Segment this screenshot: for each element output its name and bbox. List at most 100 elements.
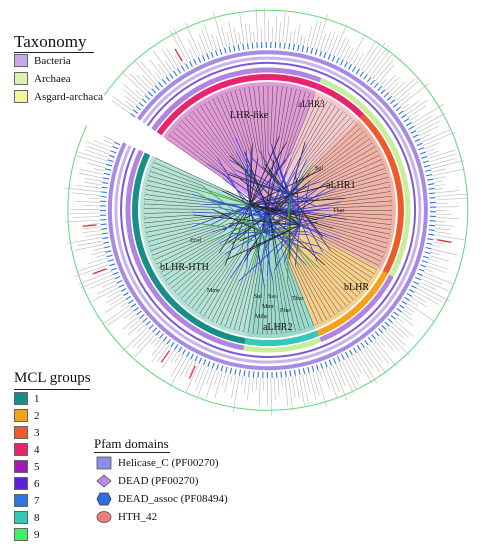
grey-bar-mark (435, 193, 469, 197)
domain-tick-mark (423, 255, 430, 259)
domain-tick-mark (404, 296, 410, 301)
domain-tick-mark (210, 51, 214, 58)
tree-leaf-branch (216, 96, 236, 138)
grey-bar-mark (156, 345, 170, 362)
grey-bar-mark (315, 370, 327, 407)
tree-leaf-branch (181, 120, 218, 158)
tree-leaf-branch (177, 243, 233, 296)
grey-bar-mark (184, 360, 194, 377)
grey-bar-mark (406, 99, 428, 115)
domain-tick-mark (165, 76, 171, 82)
grey-bar-mark (434, 184, 445, 187)
tree-internal-branch (269, 209, 320, 216)
grey-bar-mark (316, 14, 329, 50)
grey-bar-mark (399, 83, 430, 107)
grey-bar-mark (109, 296, 125, 306)
grey-bar-mark (426, 150, 439, 156)
domain-tick-mark (366, 76, 372, 83)
grey-bar-mark (136, 74, 152, 90)
domain-tick-mark (102, 182, 109, 185)
domain-tick-mark (225, 366, 228, 373)
domain-tick-mark (181, 65, 186, 72)
grey-bar-mark (422, 275, 443, 285)
tree-leaf-branch (330, 250, 372, 279)
domain-tick-mark (139, 314, 145, 319)
domain-tick-mark (370, 79, 376, 86)
tree-internal-branch (228, 214, 271, 243)
domain-tick-mark (114, 141, 121, 146)
taxonomy-label: Bacteria (34, 54, 71, 67)
domain-tick-mark (426, 173, 433, 177)
grey-bar-mark (196, 367, 210, 401)
grey-bar-mark (165, 61, 173, 72)
tree-leaf-branch (230, 91, 252, 158)
tree-internal-branch (201, 184, 263, 233)
grey-bar-mark (282, 11, 286, 43)
tree-internal-branch (244, 151, 271, 216)
grey-bar-mark (85, 149, 109, 158)
domain-tick-mark (100, 195, 107, 198)
grey-bar-mark (124, 95, 137, 106)
domain-tick-mark (190, 353, 194, 360)
grey-bar-mark (170, 30, 188, 63)
grey-bar-mark (221, 26, 228, 48)
grey-bar-mark (397, 92, 411, 104)
taxon-label: Thar (333, 208, 344, 214)
mcl-label: 9 (34, 528, 40, 541)
tree-leaf-branch (269, 253, 273, 334)
domain-tick-mark (109, 154, 115, 158)
pfam-label: Helicase_C (PF00270) (118, 457, 219, 469)
domain-tick-mark (162, 336, 168, 342)
violet-domain-ring (120, 61, 417, 358)
tree-leaf-branch (287, 98, 324, 172)
grey-bar-mark (174, 54, 182, 67)
taxon-label: Tbar (292, 296, 303, 302)
tree-internal-branch (231, 194, 291, 245)
tree-leaf-branch (151, 166, 202, 186)
domain-tick-mark (298, 368, 301, 376)
tree-leaf-branch (147, 180, 198, 194)
domain-tick-mark (380, 89, 386, 95)
grey-bar-mark (425, 268, 434, 273)
tree-leaf-branch (317, 186, 390, 201)
domain-tick-mark (251, 42, 254, 49)
outer-green-circle (67, 9, 469, 411)
domain-tick-mark (198, 357, 203, 364)
tree-leaf-branch (257, 250, 265, 334)
grey-bar-mark (401, 311, 413, 321)
tree-internal-branch (261, 179, 330, 233)
domain-tick-mark (229, 367, 233, 374)
domain-tick-mark (345, 351, 349, 358)
grey-bar-mark (322, 368, 330, 389)
tree-internal-branch (224, 204, 251, 266)
grey-bar-mark (166, 48, 179, 68)
grey-bar-mark (336, 36, 346, 57)
domain-tick-mark (331, 55, 336, 62)
domain-tick-mark (185, 63, 189, 70)
mcl-3-swatch-icon (14, 426, 28, 439)
domain-tick-mark (306, 46, 309, 53)
domain-tick-mark (292, 44, 295, 51)
domain-tick-mark (107, 159, 114, 163)
grey-bar-mark (93, 140, 113, 148)
domain-tick-mark (392, 102, 399, 108)
domain-tick-mark (101, 232, 108, 235)
domain-tick-mark (125, 295, 132, 300)
tree-leaf-branch (306, 103, 332, 145)
domain-tick-mark (116, 280, 123, 284)
domain-tick-mark (427, 178, 434, 181)
tree-internal-branch (222, 190, 271, 216)
taxonomy-item-bacteria: Bacteria (14, 54, 71, 67)
grey-bar-mark (392, 322, 409, 338)
grey-bar-mark (435, 220, 446, 223)
mcl-label: 3 (34, 426, 40, 439)
grey-bar-mark (74, 264, 110, 277)
grey-bar-mark (188, 48, 195, 60)
grey-bar-mark (281, 377, 283, 388)
domain-tick-mark (128, 299, 134, 304)
tree-leaf-branch (295, 114, 348, 177)
domain-tick-mark (130, 113, 136, 118)
tree-leaf-branch (262, 287, 265, 334)
grey-bar-mark (270, 377, 272, 416)
